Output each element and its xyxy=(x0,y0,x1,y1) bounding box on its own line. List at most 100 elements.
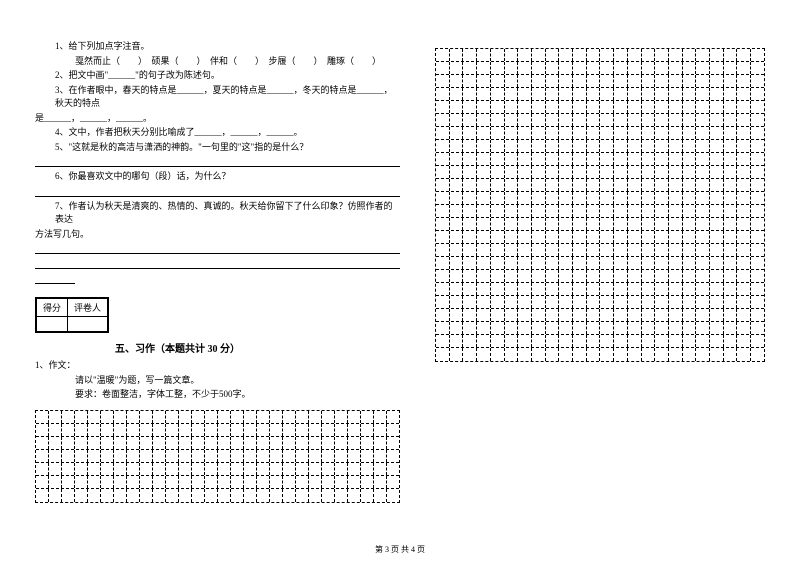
grid-cell[interactable] xyxy=(710,205,724,217)
grid-cell[interactable] xyxy=(696,322,710,334)
grid-cell[interactable] xyxy=(153,411,166,423)
grid-cell[interactable] xyxy=(179,476,192,488)
grid-cell[interactable] xyxy=(450,296,464,308)
grid-cell[interactable] xyxy=(436,322,450,334)
grid-cell[interactable] xyxy=(36,450,49,462)
grid-cell[interactable] xyxy=(546,322,560,334)
grid-cell[interactable] xyxy=(710,114,724,126)
grid-cell[interactable] xyxy=(696,153,710,165)
grid-cell[interactable] xyxy=(335,476,348,488)
grid-cell[interactable] xyxy=(114,424,127,436)
grid-cell[interactable] xyxy=(546,335,560,347)
grid-cell[interactable] xyxy=(518,335,532,347)
grid-cell[interactable] xyxy=(600,257,614,269)
grid-cell[interactable] xyxy=(587,62,601,74)
grid-cell[interactable] xyxy=(587,140,601,152)
grid-cell[interactable] xyxy=(532,218,546,230)
grid-cell[interactable] xyxy=(751,218,764,230)
grid-cell[interactable] xyxy=(322,450,335,462)
grid-cell[interactable] xyxy=(140,411,153,423)
grid-cell[interactable] xyxy=(518,322,532,334)
grid-cell[interactable] xyxy=(75,489,88,502)
grid-cell[interactable] xyxy=(683,153,697,165)
grid-cell[interactable] xyxy=(655,62,669,74)
grid-cell[interactable] xyxy=(491,283,505,295)
grid-cell[interactable] xyxy=(724,335,738,347)
grid-cell[interactable] xyxy=(642,101,656,113)
grid-cell[interactable] xyxy=(559,140,573,152)
grid-cell[interactable] xyxy=(614,244,628,256)
grid-cell[interactable] xyxy=(348,476,361,488)
grid-cell[interactable] xyxy=(244,489,257,502)
grid-cell[interactable] xyxy=(614,88,628,100)
grid-cell[interactable] xyxy=(683,257,697,269)
grid-cell[interactable] xyxy=(505,114,519,126)
grid-cell[interactable] xyxy=(573,270,587,282)
grid-cell[interactable] xyxy=(153,489,166,502)
grid-cell[interactable] xyxy=(724,309,738,321)
grid-cell[interactable] xyxy=(192,463,205,475)
grid-cell[interactable] xyxy=(614,218,628,230)
grid-cell[interactable] xyxy=(477,257,491,269)
grid-cell[interactable] xyxy=(683,309,697,321)
grid-cell[interactable] xyxy=(450,75,464,87)
grid-cell[interactable] xyxy=(600,296,614,308)
grid-cell[interactable] xyxy=(751,205,764,217)
grid-cell[interactable] xyxy=(192,450,205,462)
grid-cell[interactable] xyxy=(737,192,751,204)
grid-cell[interactable] xyxy=(518,257,532,269)
grid-cell[interactable] xyxy=(296,489,309,502)
grid-cell[interactable] xyxy=(600,283,614,295)
grid-cell[interactable] xyxy=(710,49,724,61)
grid-cell[interactable] xyxy=(559,101,573,113)
grid-cell[interactable] xyxy=(628,283,642,295)
grid-cell[interactable] xyxy=(669,101,683,113)
grid-cell[interactable] xyxy=(683,348,697,361)
grid-cell[interactable] xyxy=(683,88,697,100)
grid-cell[interactable] xyxy=(683,244,697,256)
grid-cell[interactable] xyxy=(614,335,628,347)
grid-cell[interactable] xyxy=(573,322,587,334)
grid-cell[interactable] xyxy=(153,424,166,436)
grid-cell[interactable] xyxy=(655,49,669,61)
grid-cell[interactable] xyxy=(436,88,450,100)
grid-cell[interactable] xyxy=(348,437,361,449)
grid-cell[interactable] xyxy=(270,411,283,423)
grid-cell[interactable] xyxy=(559,257,573,269)
grid-cell[interactable] xyxy=(573,88,587,100)
grid-cell[interactable] xyxy=(477,322,491,334)
grid-cell[interactable] xyxy=(309,489,322,502)
grid-cell[interactable] xyxy=(573,218,587,230)
grid-cell[interactable] xyxy=(669,296,683,308)
grid-cell[interactable] xyxy=(114,450,127,462)
grid-cell[interactable] xyxy=(724,205,738,217)
grid-cell[interactable] xyxy=(737,62,751,74)
grid-cell[interactable] xyxy=(244,450,257,462)
grid-cell[interactable] xyxy=(642,335,656,347)
grid-cell[interactable] xyxy=(283,437,296,449)
grid-cell[interactable] xyxy=(587,257,601,269)
grid-cell[interactable] xyxy=(642,153,656,165)
grid-cell[interactable] xyxy=(669,114,683,126)
grid-cell[interactable] xyxy=(450,101,464,113)
grid-cell[interactable] xyxy=(296,424,309,436)
grid-cell[interactable] xyxy=(166,463,179,475)
grid-cell[interactable] xyxy=(166,424,179,436)
grid-cell[interactable] xyxy=(505,166,519,178)
grid-cell[interactable] xyxy=(587,231,601,243)
grid-cell[interactable] xyxy=(505,231,519,243)
grid-cell[interactable] xyxy=(505,218,519,230)
grid-cell[interactable] xyxy=(696,114,710,126)
grid-cell[interactable] xyxy=(257,411,270,423)
grid-cell[interactable] xyxy=(49,424,62,436)
grid-cell[interactable] xyxy=(463,257,477,269)
grid-cell[interactable] xyxy=(724,283,738,295)
grid-cell[interactable] xyxy=(505,153,519,165)
grid-cell[interactable] xyxy=(374,411,387,423)
grid-cell[interactable] xyxy=(628,335,642,347)
grid-cell[interactable] xyxy=(669,205,683,217)
grid-cell[interactable] xyxy=(231,437,244,449)
grid-cell[interactable] xyxy=(696,75,710,87)
writing-grid-bottom[interactable] xyxy=(35,410,400,503)
grid-cell[interactable] xyxy=(192,424,205,436)
